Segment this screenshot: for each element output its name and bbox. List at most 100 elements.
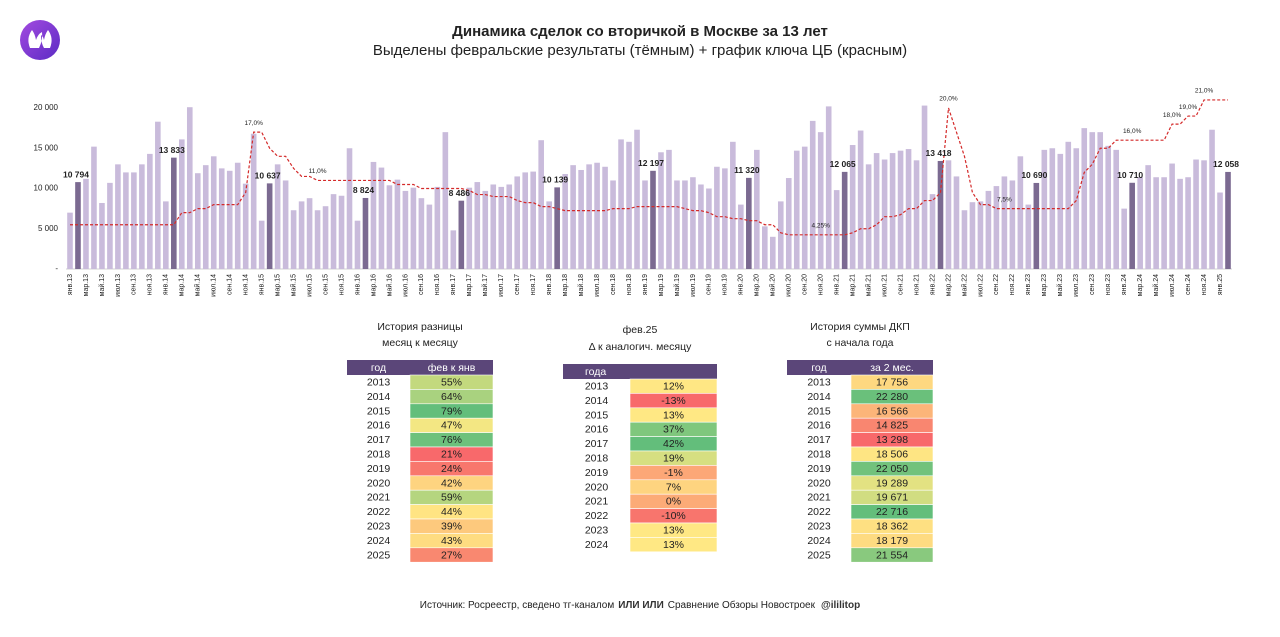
table-year: 2023: [367, 520, 391, 532]
bar: [394, 179, 401, 269]
x-tick-label: сен.23: [1089, 274, 1096, 295]
x-tick-label: мар.15: [274, 274, 281, 296]
table-year: 2015: [807, 405, 831, 417]
bar: [993, 186, 1000, 269]
y-tick-label: 20 000: [34, 103, 59, 112]
bar: [234, 162, 241, 269]
x-tick-label: янв.15: [259, 274, 266, 295]
bar: [945, 160, 952, 269]
bar: [458, 200, 465, 269]
x-tick-label: май.19: [673, 274, 681, 296]
bar: [730, 141, 736, 269]
bar: [897, 150, 904, 269]
chart-subtitle: Выделены февральские результаты (тёмным)…: [373, 42, 907, 59]
bar: [314, 210, 321, 269]
bar: [634, 129, 640, 269]
table-year: 2013: [585, 380, 609, 392]
table-year: 2022: [807, 506, 831, 518]
bar: [1009, 180, 1016, 269]
footer-channel: ИЛИ ИЛИ: [618, 600, 664, 611]
table-year: 2022: [585, 510, 609, 522]
footer-rest: Сравнение Обзоры Новостроек: [668, 599, 816, 611]
table-value: 18 179: [876, 535, 908, 547]
bar-value-label: 13 833: [159, 145, 185, 155]
bar-value-label: 13 418: [926, 148, 952, 158]
x-tick-label: мар.21: [849, 274, 856, 296]
table-value: 42%: [663, 438, 684, 450]
table-value: 13%: [663, 539, 684, 551]
table-cell-bg: [850, 547, 934, 563]
bar: [474, 182, 481, 269]
bar: [338, 195, 345, 269]
table-value: 37%: [663, 424, 684, 436]
bar: [1217, 192, 1223, 269]
rate-label: 16,0%: [1123, 128, 1142, 135]
bar: [985, 190, 992, 269]
bar: [562, 174, 568, 269]
bar: [1001, 176, 1008, 269]
bar: [202, 165, 209, 269]
x-tick-label: июл.14: [211, 274, 218, 297]
table-value: 13%: [663, 409, 684, 421]
bar: [107, 182, 113, 269]
table-year: 2016: [585, 424, 609, 436]
logo: [20, 20, 60, 60]
x-tick-label: мар.20: [754, 274, 761, 296]
bar: [586, 164, 592, 269]
bar: [1193, 159, 1199, 269]
x-tick-label: янв.22: [929, 274, 936, 295]
x-tick-label: мар.13: [83, 274, 90, 296]
bar: [1169, 163, 1175, 269]
bar: [266, 183, 273, 269]
bar: [330, 194, 337, 269]
table-value: 18 362: [876, 520, 908, 532]
x-tick-label: ноя.18: [626, 274, 633, 295]
bar: [1225, 171, 1231, 269]
x-tick-label: янв.24: [1121, 274, 1128, 295]
table-year: 2022: [367, 506, 391, 518]
table-value: 47%: [441, 420, 462, 432]
bar: [881, 159, 888, 269]
bar: [67, 212, 73, 269]
x-tick-label: май.16: [385, 274, 393, 296]
x-tick-label: янв.23: [1025, 274, 1032, 295]
table-header-cell: год: [371, 362, 386, 374]
x-tick-label: мар.24: [1137, 274, 1144, 296]
x-tick-label: май.13: [98, 274, 106, 296]
bar: [402, 190, 409, 269]
table-year: 2014: [367, 391, 391, 403]
bar: [618, 139, 624, 269]
table-title: История разницы: [377, 321, 462, 333]
bar: [1153, 177, 1159, 269]
table-year: 2013: [367, 376, 391, 388]
x-tick-label: май.14: [194, 274, 202, 296]
bar: [546, 201, 552, 269]
bar: [306, 198, 313, 269]
bar: [1121, 208, 1127, 269]
table-value: -13%: [661, 395, 686, 407]
bar: [857, 130, 864, 269]
table-year: 2019: [367, 463, 391, 475]
table-value: 18 506: [876, 448, 908, 460]
bar: [977, 201, 984, 269]
bar: [690, 177, 696, 269]
bar: [1137, 177, 1143, 269]
bar: [1113, 149, 1119, 269]
bar-value-label: 10 794: [63, 169, 89, 179]
y-tick-label: -: [55, 264, 58, 273]
table-value: 42%: [441, 477, 462, 489]
bar: [514, 176, 521, 269]
x-tick-label: мар.22: [945, 274, 952, 296]
x-tick-label: ноя.15: [338, 274, 345, 295]
table-cell-bg: [409, 547, 494, 563]
bar: [578, 169, 584, 269]
rate-label: 17,0%: [244, 120, 263, 127]
table-value: 12%: [663, 380, 684, 392]
x-tick-label: май.24: [1152, 274, 1160, 296]
table-year: 2019: [585, 467, 609, 479]
x-tick-label: сен.16: [418, 274, 425, 295]
rate-label: 4,25%: [811, 223, 830, 230]
table-header-cell: за 2 мес.: [870, 362, 914, 374]
x-tick-label: янв.25: [1217, 274, 1224, 295]
bar: [194, 173, 201, 269]
